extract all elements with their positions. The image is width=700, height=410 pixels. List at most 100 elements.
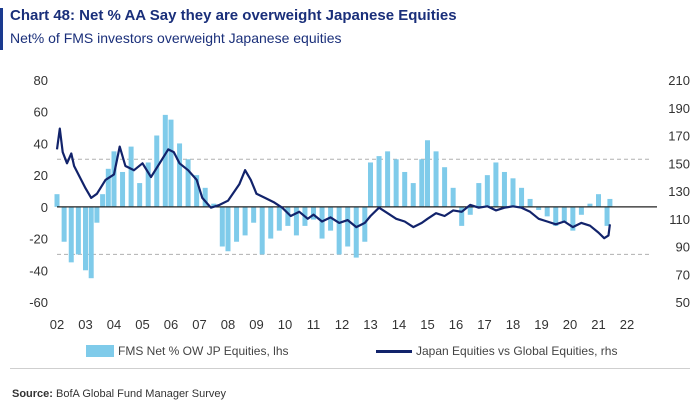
bar <box>425 140 430 207</box>
bar <box>442 167 448 207</box>
bar <box>285 206 291 226</box>
bar <box>100 194 106 207</box>
x-tick-label: 08 <box>221 317 235 332</box>
bar <box>402 171 408 207</box>
legend-line-label: Japan Equities vs Global Equities, rhs <box>416 344 618 358</box>
bar <box>385 151 391 207</box>
x-tick-label: 13 <box>363 317 377 332</box>
bar <box>185 159 191 207</box>
bar <box>94 206 100 223</box>
bar <box>88 206 94 279</box>
bar <box>311 206 316 220</box>
bar <box>259 206 265 255</box>
left-axis-ticks: 80 60 40 20 0 -20 -40 -60 <box>29 73 48 310</box>
bar <box>268 206 274 239</box>
bar <box>61 206 67 242</box>
bar <box>120 171 126 207</box>
source-note: Source: BofA Global Fund Manager Survey <box>12 388 226 400</box>
x-tick-label: 15 <box>420 317 434 332</box>
left-tick-label: 40 <box>34 136 48 151</box>
bar <box>168 119 174 207</box>
legend-item-line: Japan Equities vs Global Equities, rhs <box>376 344 617 358</box>
right-tick-label: 110 <box>669 212 690 227</box>
x-tick-label: 10 <box>278 317 292 332</box>
left-tick-label: -20 <box>29 232 48 247</box>
bar <box>105 168 111 207</box>
bar <box>484 175 490 207</box>
x-tick-label: 03 <box>78 317 92 332</box>
left-tick-label: -60 <box>29 295 48 310</box>
bar <box>570 206 576 231</box>
bar <box>128 146 134 207</box>
bar <box>510 178 516 207</box>
bar <box>419 159 425 207</box>
left-tick-label: 0 <box>41 200 48 215</box>
legend: FMS Net % OW JP Equities, lhs Japan Equi… <box>0 344 700 366</box>
right-tick-label: 170 <box>668 129 690 144</box>
x-tick-label: 12 <box>335 317 349 332</box>
bar <box>54 194 60 207</box>
bar <box>536 206 542 211</box>
bar <box>293 206 299 236</box>
bar-series <box>54 114 613 279</box>
chart-subtitle: Net% of FMS investors overweight Japanes… <box>10 30 342 46</box>
bar <box>493 162 499 207</box>
x-tick-label: 04 <box>107 317 121 332</box>
bar <box>596 194 601 207</box>
legend-bar-swatch <box>86 345 114 357</box>
chart-title: Chart 48: Net % AA Say they are overweig… <box>10 7 457 24</box>
x-tick-label: 11 <box>307 317 321 332</box>
left-tick-label: 20 <box>34 168 48 183</box>
left-tick-label: 80 <box>34 73 48 88</box>
right-tick-label: 90 <box>676 240 690 255</box>
x-tick-label: 19 <box>534 317 548 332</box>
bar <box>234 206 240 242</box>
right-tick-label: 130 <box>668 184 690 199</box>
bar <box>467 206 473 215</box>
bar <box>328 206 334 231</box>
x-tick-label: 05 <box>135 317 149 332</box>
bar <box>336 206 342 255</box>
bar <box>111 151 117 207</box>
left-tick-label: 60 <box>34 105 48 120</box>
bar <box>225 206 231 252</box>
x-tick-label: 07 <box>192 317 206 332</box>
bar <box>242 206 248 236</box>
bar <box>561 206 567 223</box>
bar <box>519 187 525 207</box>
bar <box>162 114 168 207</box>
bar <box>553 206 559 226</box>
right-tick-label: 210 <box>668 73 690 88</box>
bar <box>251 206 257 223</box>
bar <box>527 198 533 207</box>
x-axis-ticks: 02 03 04 05 06 07 08 09 10 11 12 13 14 15 16 17 18 19 20 21… <box>50 317 634 332</box>
bar <box>353 206 359 258</box>
x-tick-label: 20 <box>563 317 577 332</box>
x-tick-label: 09 <box>249 317 263 332</box>
source-prefix: Source: <box>12 388 53 400</box>
bar <box>604 206 610 226</box>
bar <box>137 183 143 207</box>
x-tick-label: 16 <box>449 317 463 332</box>
bar <box>501 171 507 207</box>
source-text: BofA Global Fund Manager Survey <box>56 388 227 400</box>
bar <box>194 175 200 207</box>
right-tick-label: 190 <box>668 101 690 116</box>
bar <box>219 206 225 247</box>
right-tick-label: 150 <box>668 156 690 171</box>
x-tick-label: 22 <box>620 317 634 332</box>
bar <box>410 183 416 207</box>
footer-divider <box>10 368 690 369</box>
bar <box>433 151 439 207</box>
bar <box>544 206 550 217</box>
bar <box>587 203 593 207</box>
bar <box>211 203 217 207</box>
legend-item-bars: FMS Net % OW JP Equities, lhs <box>86 344 289 358</box>
bar <box>450 187 456 207</box>
title-accent-bar <box>0 8 3 50</box>
x-tick-label: 21 <box>591 317 605 332</box>
bar <box>345 206 351 247</box>
right-tick-label: 70 <box>676 267 690 282</box>
bar <box>319 206 325 239</box>
